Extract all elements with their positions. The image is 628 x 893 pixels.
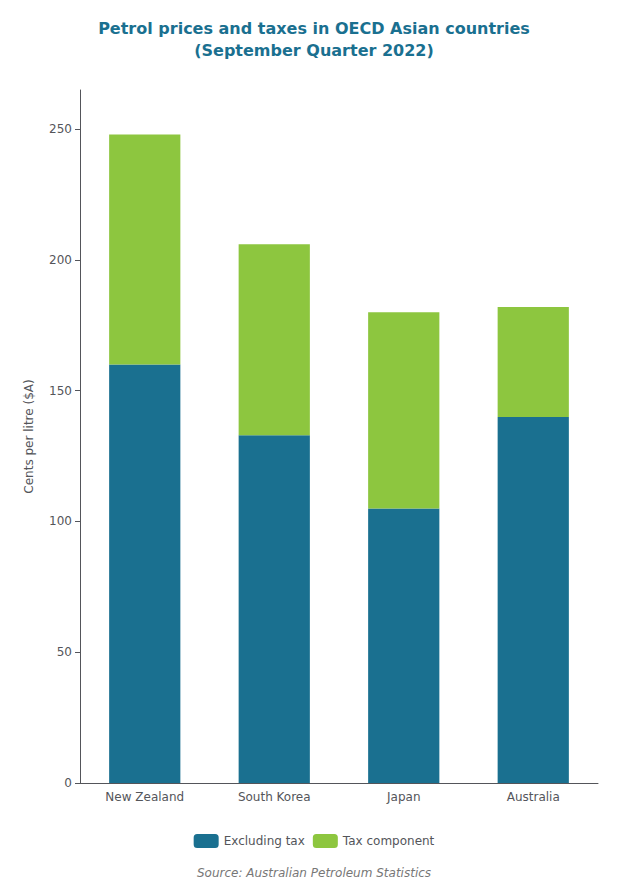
svg-text:200: 200 xyxy=(49,253,72,267)
svg-text:250: 250 xyxy=(49,122,72,136)
svg-text:Japan: Japan xyxy=(386,790,420,804)
svg-text:0: 0 xyxy=(64,776,72,790)
svg-text:50: 50 xyxy=(57,645,72,659)
svg-text:Cents per litre ($A): Cents per litre ($A) xyxy=(22,379,36,493)
svg-text:Petrol prices and taxes in OEC: Petrol prices and taxes in OECD Asian co… xyxy=(98,19,530,38)
svg-text:Australia: Australia xyxy=(507,790,560,804)
svg-text:South Korea: South Korea xyxy=(238,790,311,804)
svg-text:150: 150 xyxy=(49,384,72,398)
svg-text:New Zealand: New Zealand xyxy=(105,790,184,804)
svg-text:Excluding tax: Excluding tax xyxy=(224,834,305,848)
svg-text:Tax component: Tax component xyxy=(342,834,435,848)
svg-text:100: 100 xyxy=(49,514,72,528)
svg-text:Source: Australian Petroleum S: Source: Australian Petroleum Statistics xyxy=(197,866,431,880)
svg-text:(September Quarter 2022): (September Quarter 2022) xyxy=(194,41,434,60)
